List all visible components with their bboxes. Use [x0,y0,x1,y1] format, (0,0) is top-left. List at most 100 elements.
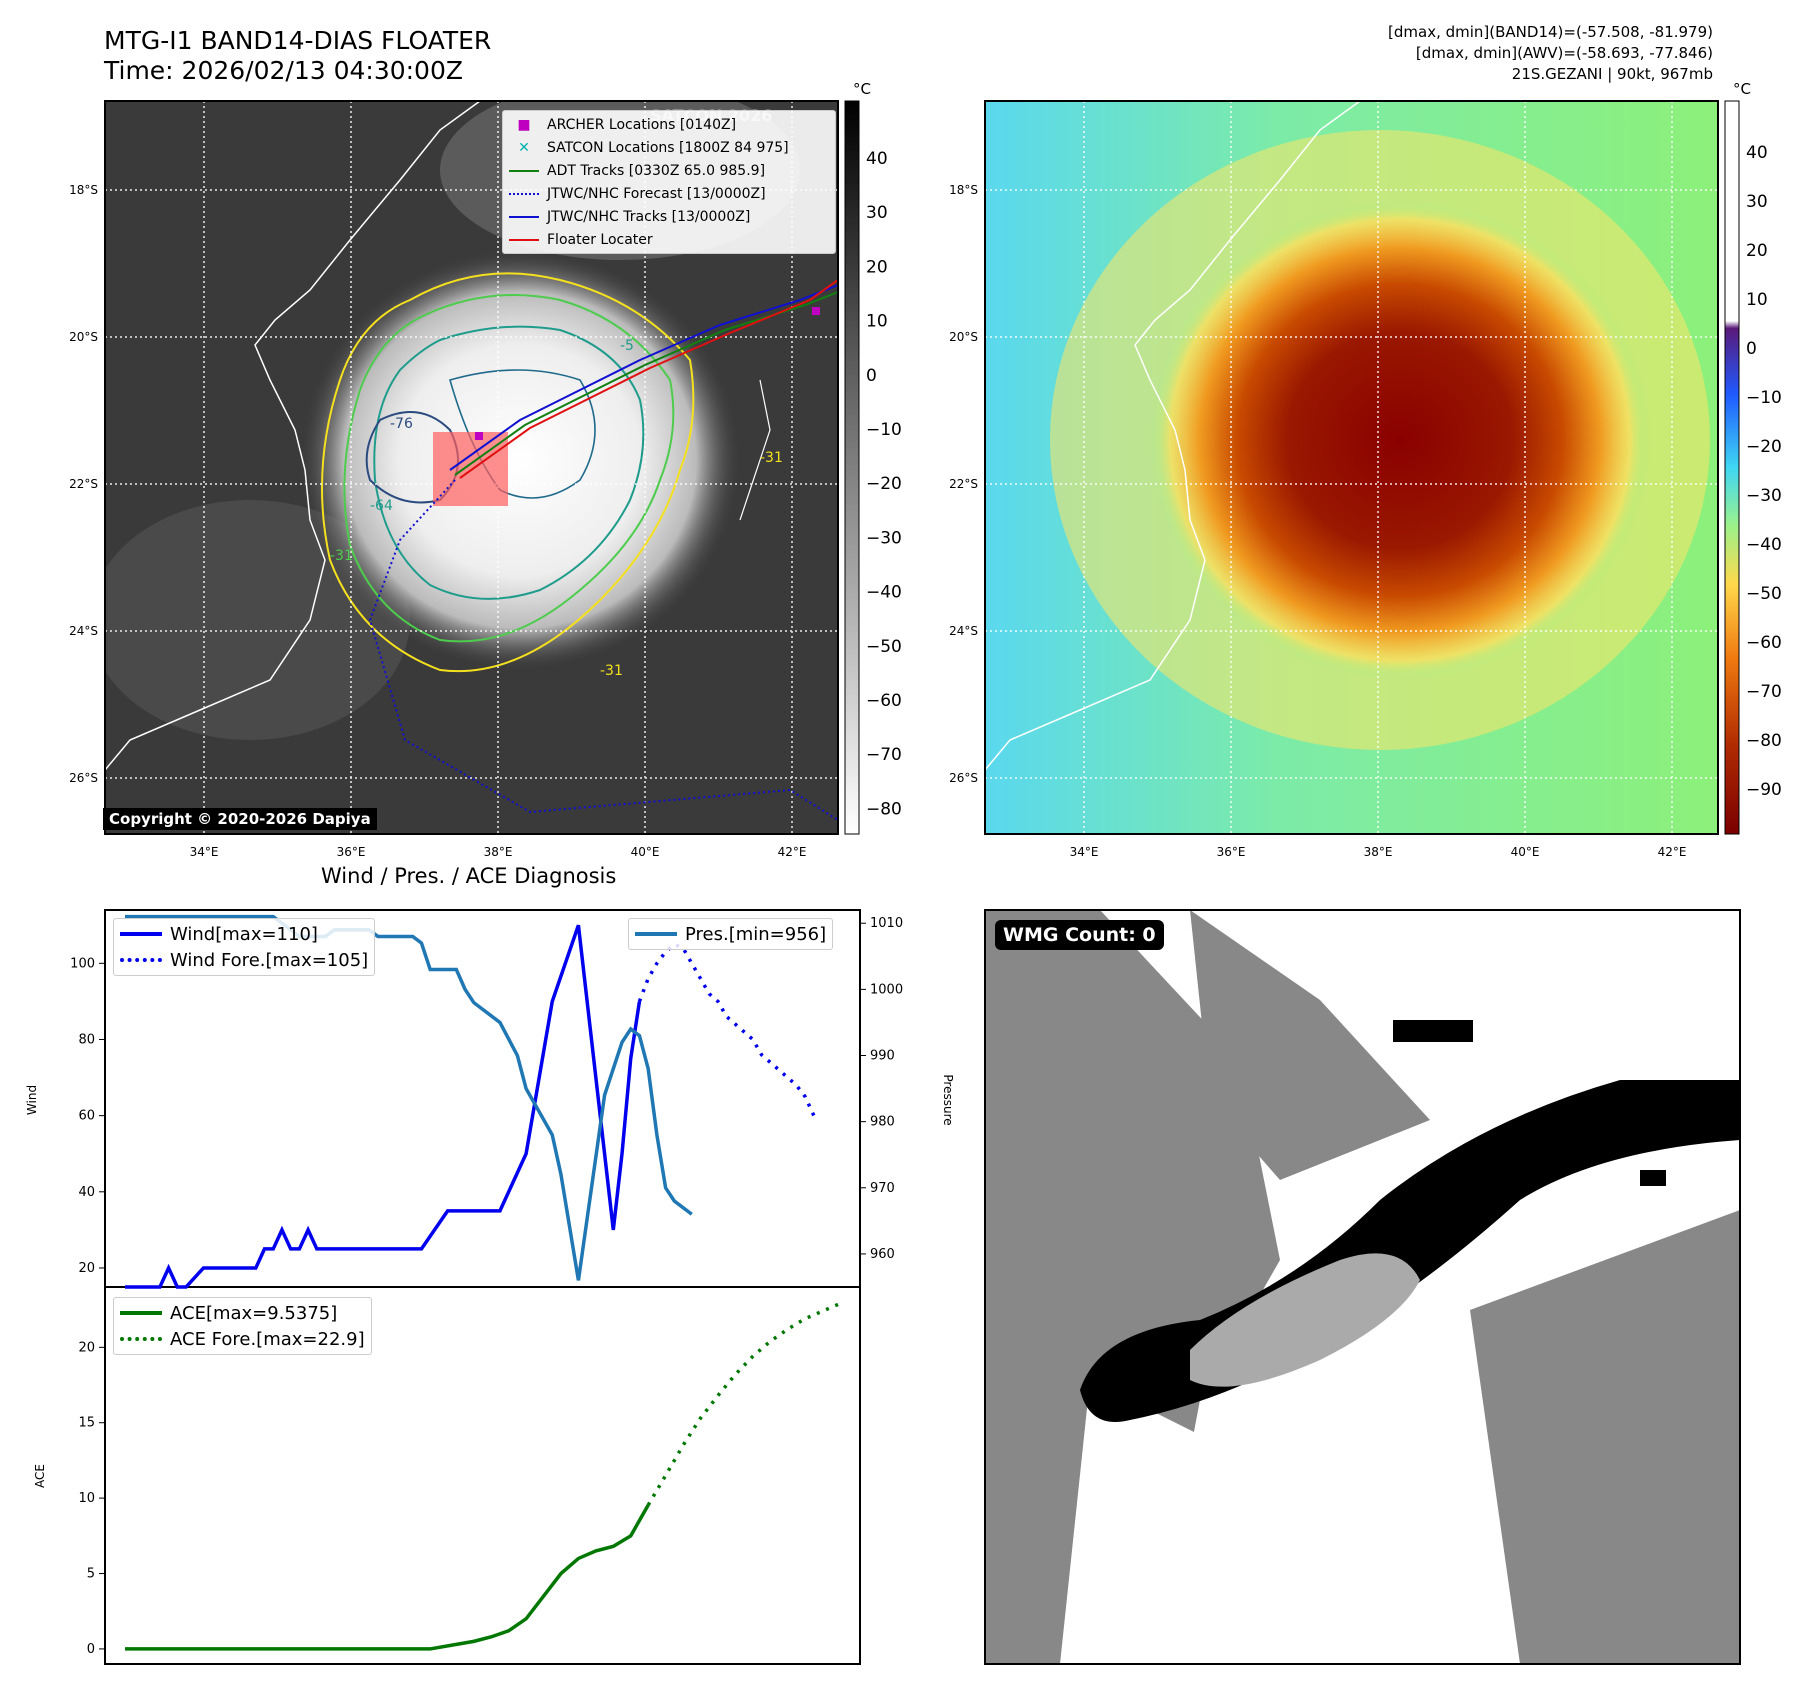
stats-line-2: [dmax, dmin](AWV)=(-58.693, -77.846) [1415,44,1713,62]
colorbar-tick: −50 [866,637,902,657]
lon-ticks: 34°E 36°E 38°E 40°E 42°E 34°E 36°E 38°E … [190,845,1687,859]
legend-item-archer: ■ ARCHER Locations [0140Z] [517,116,737,133]
wind-tick-label: 40 [78,1185,95,1200]
lon-tick: 34°E [190,845,219,859]
lon-tick: 40°E [631,845,660,859]
colorbar-tick: −40 [1746,535,1782,555]
contour-label: -31 [600,663,623,679]
lon-tick: 42°E [778,845,807,859]
legend-item-satcon: ✕ SATCON Locations [1800Z 84 975] [518,139,789,156]
wind-ylabel: Wind [25,1085,39,1115]
colorbar-tick: 20 [1746,241,1768,261]
legend-item-wind: Wind[max=110] [120,921,368,947]
wind-legend: Wind[max=110] Wind Fore.[max=105] [113,918,376,976]
ace-tick-label: 5 [87,1567,95,1582]
pressure-series-line [125,914,693,1281]
colorbar-tick: −30 [1746,486,1782,506]
contour-label: -31 [760,450,783,466]
pressure-legend: Pres.[min=956] [628,918,834,950]
ace-legend: ACE[max=9.5375] ACE Fore.[max=22.9] [113,1297,372,1355]
stats-line-1: [dmax, dmin](BAND14)=(-57.508, -81.979) [1388,23,1713,41]
legend-item-jtwc-tracks: JTWC/NHC Tracks [13/0000Z] [509,205,829,228]
lat-tick: 18°S [69,183,98,197]
ace-forecast-series-line [646,1301,841,1506]
legend-item-jtwc-forecast: JTWC/NHC Forecast [13/0000Z] [509,182,829,205]
colorbar-tick: 10 [866,312,888,332]
pressure-tick-label: 990 [870,1049,895,1064]
lon-tick: 42°E [1658,845,1687,859]
colorbar-tick: −70 [866,745,902,765]
ir-colorbar-unit: °C [853,80,871,98]
wind-tick-label: 20 [78,1261,95,1276]
ace-tick-label: 15 [78,1416,95,1431]
colorbar-tick: 20 [866,257,888,277]
lon-tick: 40°E [1511,845,1540,859]
colorbar-tick: −50 [1746,584,1782,604]
stats-line-3: 21S.GEZANI | 90kt, 967mb [1511,65,1713,83]
pressure-tick-label: 980 [870,1115,895,1130]
colorbar-tick: 40 [1746,143,1768,163]
awv-colorbar-ticks: 40 30 20 10 0 −10 −20 −30 −40 −50 −60 −70 −80 −90 [1746,143,1782,800]
contour-label: -31 [330,548,353,564]
colorbar-tick: −20 [1746,437,1782,457]
pressure-tick-label: 1010 [870,916,903,931]
legend-item-ace: ACE[max=9.5375] [120,1300,365,1326]
legend-item-pressure: Pres.[min=956] [635,921,826,947]
lat-tick: 22°S [949,477,978,491]
lat-tick: 18°S [949,183,978,197]
legend-item-wind-forecast: Wind Fore.[max=105] [120,947,368,973]
lon-tick: 34°E [1070,845,1099,859]
legend-item-ace-forecast: ACE Fore.[max=22.9] [120,1326,365,1352]
colorbar-tick: −60 [1746,633,1782,653]
colorbar-tick: −90 [1746,780,1782,800]
colorbar-tick: −80 [1746,731,1782,751]
lat-tick: 20°S [69,330,98,344]
legend-item-adt: ADT Tracks [0330Z 65.0 985.9] [509,159,829,182]
pressure-ylabel: Pressure [941,1074,955,1125]
map-legend: ■ ARCHER Locations [0140Z] ✕ SATCON Locati… [502,110,836,254]
awv-colorbar-unit: °C [1733,80,1751,98]
colorbar-tick: −70 [1746,682,1782,702]
figure-title: MTG-I1 BAND14-DIAS FLOATER Time: 2026/02… [104,26,491,86]
colorbar-tick: 30 [866,203,888,223]
lon-tick: 38°E [1364,845,1393,859]
stats-block: [dmax, dmin](BAND14)=(-57.508, -81.979) … [1388,22,1713,85]
colorbar-tick: −30 [866,528,902,548]
ir-lat-ticks: 18°S 20°S 22°S 24°S 26°S 18°S 20°S 22°S … [69,183,978,785]
lon-tick: 36°E [337,845,366,859]
lat-tick: 26°S [949,771,978,785]
contour-label: -5 [620,338,634,354]
wmg-count-badge: WMG Count: 0 [995,920,1164,950]
lon-tick: 36°E [1217,845,1246,859]
ace-tick-label: 20 [78,1340,95,1355]
diagnosis-title: Wind / Pres. / ACE Diagnosis [321,864,617,888]
title-line-1: MTG-I1 BAND14-DIAS FLOATER [104,26,492,55]
colorbar-tick: 10 [1746,290,1768,310]
pressure-tick-label: 1000 [870,982,903,997]
wind-tick-label: 80 [78,1032,95,1047]
title-line-2: Time: 2026/02/13 04:30:00Z [104,56,463,85]
colorbar-tick: −10 [866,420,902,440]
colorbar-tick: 40 [866,149,888,169]
colorbar-tick: 0 [866,366,877,386]
colorbar-tick: −60 [866,691,902,711]
wind-series-line [125,924,642,1289]
pressure-tick-label: 960 [870,1247,895,1262]
ace-ylabel: ACE [33,1464,47,1488]
pressure-tick-label: 970 [870,1181,895,1196]
lat-tick: 26°S [69,771,98,785]
contour-label: -64 [370,498,393,514]
wind-tick-label: 100 [70,956,95,971]
lat-tick: 22°S [69,477,98,491]
copyright-badge: Copyright © 2020-2026 Dapiya [103,808,377,830]
wind-tick-label: 60 [78,1109,95,1124]
contour-label: -76 [390,416,413,432]
lat-tick: 24°S [69,624,98,638]
lat-tick: 20°S [949,330,978,344]
ace-tick-label: 0 [87,1642,95,1657]
colorbar-tick: 30 [1746,192,1768,212]
colorbar-tick: −10 [1746,388,1782,408]
lon-tick: 38°E [484,845,513,859]
